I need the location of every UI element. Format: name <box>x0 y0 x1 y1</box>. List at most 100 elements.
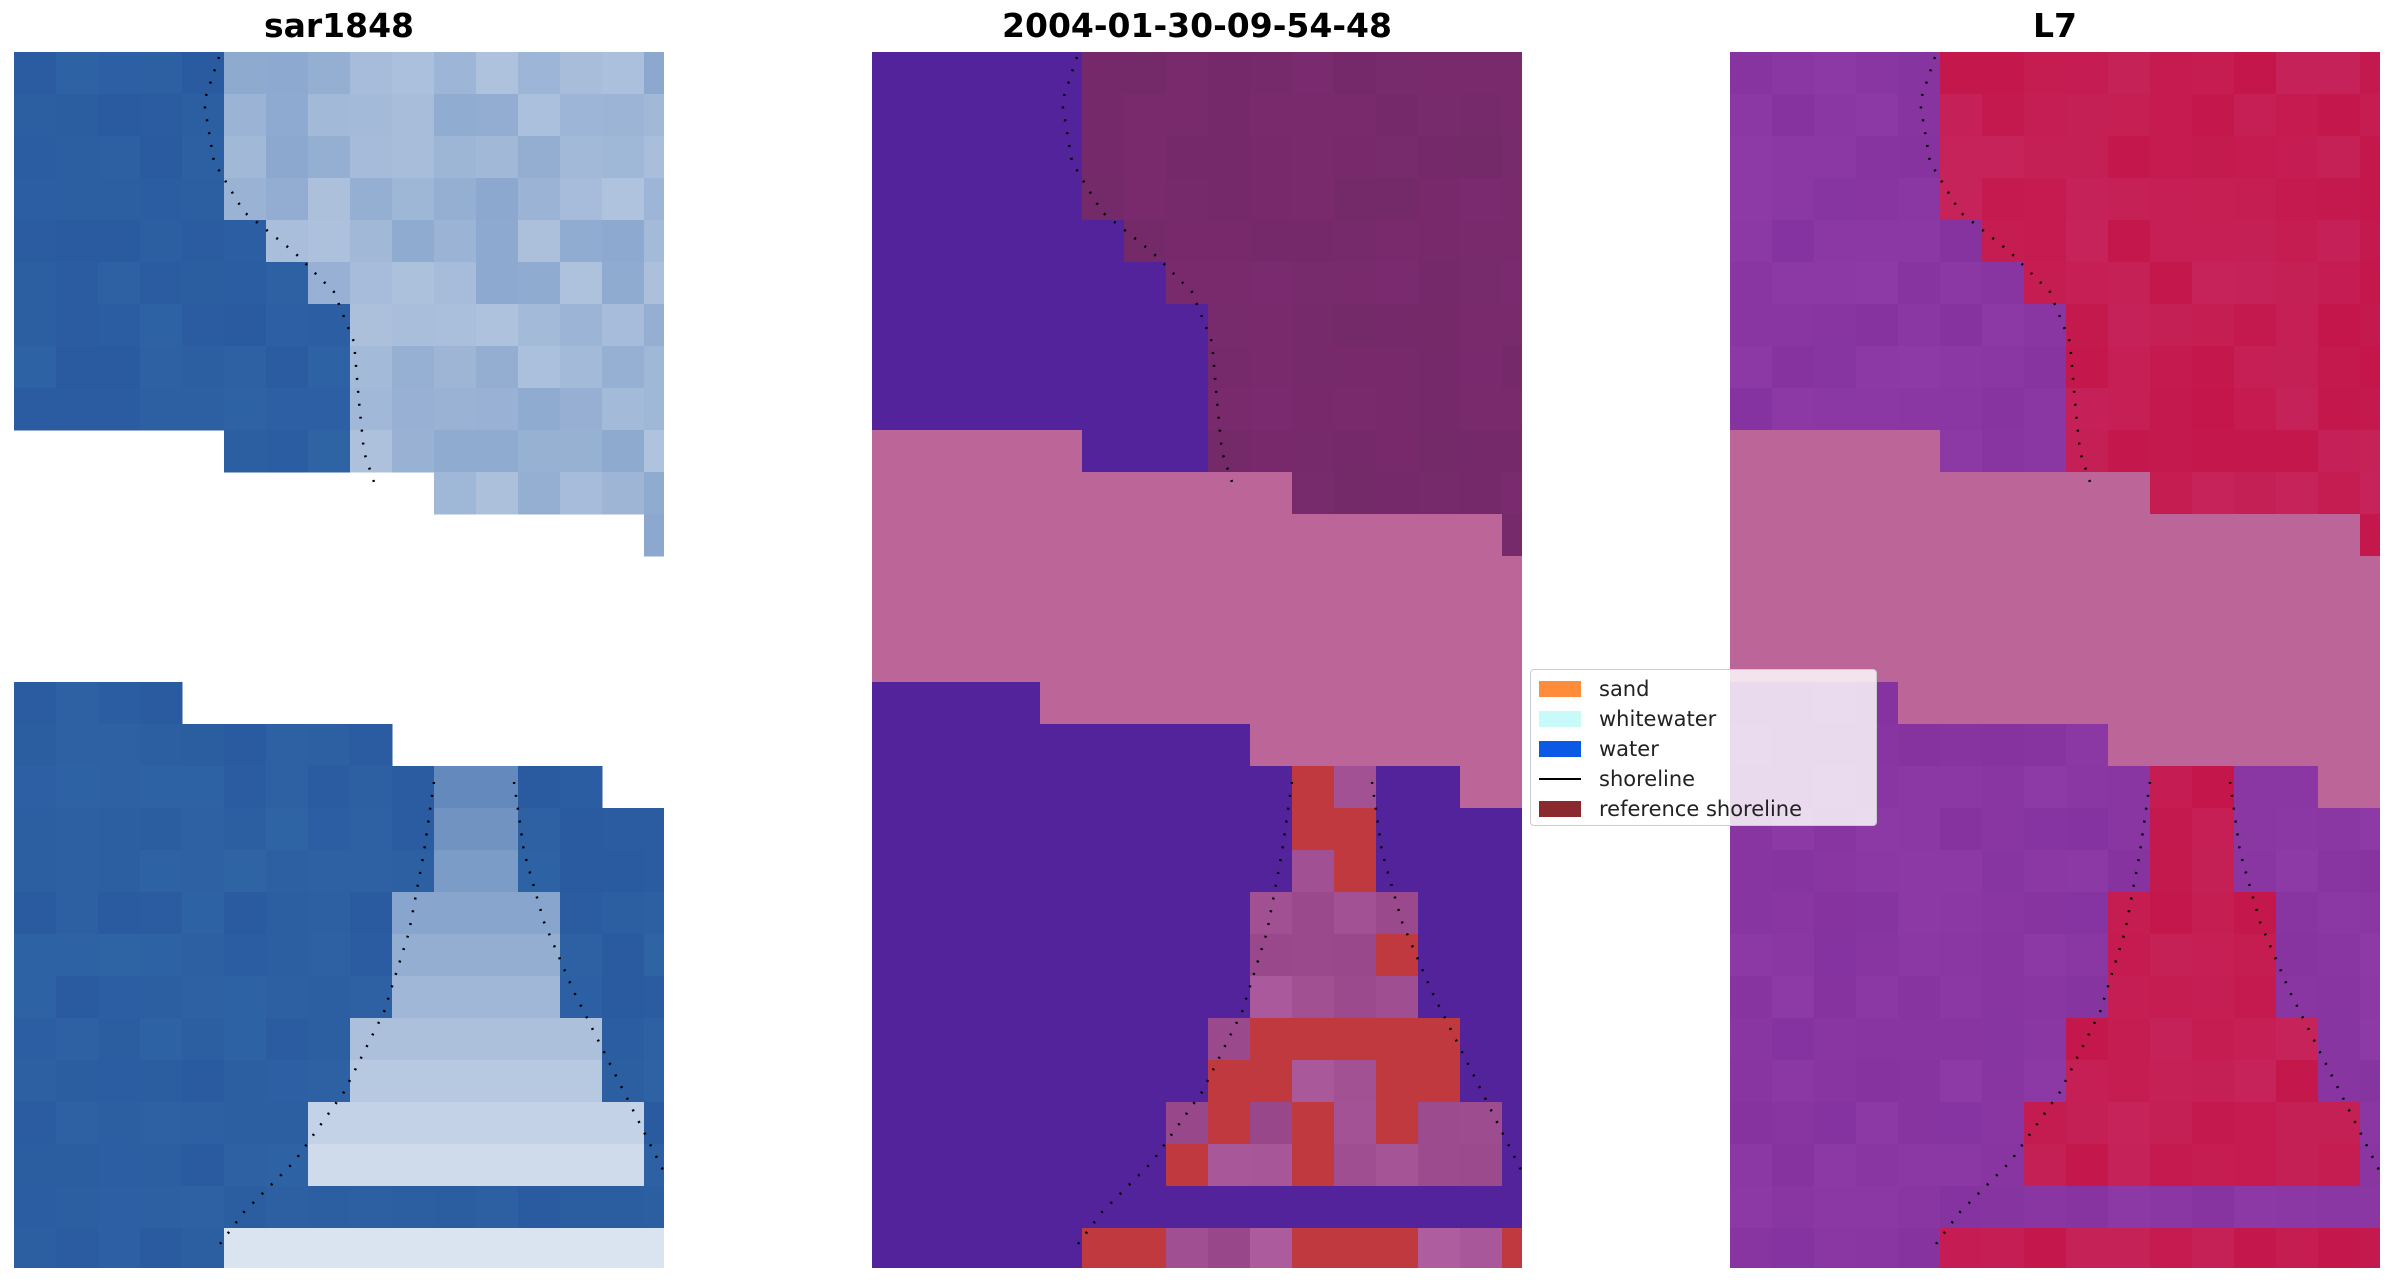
image-pixel <box>956 430 999 473</box>
classified-image-panel[interactable] <box>872 52 1522 1268</box>
image-pixel <box>1898 1144 1941 1187</box>
image-pixel <box>1124 1144 1167 1187</box>
image-pixel <box>2066 766 2109 809</box>
image-pixel <box>914 388 957 431</box>
image-pixel <box>602 1228 645 1268</box>
rgb-image-panel[interactable] <box>14 52 664 1268</box>
image-pixel <box>1460 94 1503 137</box>
image-pixel <box>998 556 1041 599</box>
image-pixel <box>1730 598 1773 641</box>
image-pixel <box>914 1186 957 1229</box>
image-pixel <box>140 262 183 305</box>
image-pixel <box>1250 850 1293 893</box>
image-pixel <box>350 1018 393 1061</box>
image-pixel <box>1124 220 1167 263</box>
image-pixel <box>1208 640 1251 683</box>
image-pixel <box>1208 388 1251 431</box>
image-pixel <box>2192 598 2235 641</box>
mndwi-image-panel[interactable] <box>1730 52 2380 1268</box>
image-pixel <box>1898 472 1941 515</box>
image-pixel <box>2192 136 2235 179</box>
image-pixel <box>1730 430 1773 473</box>
image-pixel <box>350 220 393 263</box>
image-pixel <box>1730 1144 1773 1187</box>
image-pixel <box>2066 850 2109 893</box>
image-pixel <box>914 304 957 347</box>
image-pixel <box>2318 52 2361 95</box>
image-pixel <box>2108 808 2151 851</box>
image-pixel <box>2108 640 2151 683</box>
image-pixel <box>266 52 309 95</box>
image-pixel <box>1856 430 1899 473</box>
image-pixel <box>1460 724 1503 767</box>
image-pixel <box>2318 178 2361 221</box>
image-pixel <box>1250 388 1293 431</box>
image-pixel <box>2150 682 2193 725</box>
image-pixel <box>140 1144 183 1187</box>
image-pixel <box>1814 388 1857 431</box>
image-pixel <box>1772 556 1815 599</box>
image-pixel <box>2276 136 2319 179</box>
image-pixel <box>1982 430 2025 473</box>
legend-item-whitewater: whitewater <box>1539 704 1716 734</box>
image-pixel <box>1292 430 1335 473</box>
image-pixel <box>2318 1228 2361 1268</box>
reference-shoreline-swatch-icon <box>1539 801 1581 817</box>
image-pixel <box>1502 640 1522 683</box>
image-pixel <box>98 1060 141 1103</box>
image-pixel <box>872 766 915 809</box>
image-pixel <box>2108 1102 2151 1145</box>
image-pixel <box>2066 976 2109 1019</box>
image-pixel <box>56 304 99 347</box>
image-pixel <box>1730 472 1773 515</box>
image-pixel <box>2024 1186 2067 1229</box>
image-pixel <box>872 1228 915 1268</box>
image-pixel <box>1334 472 1377 515</box>
image-pixel <box>182 1186 225 1229</box>
image-pixel <box>2108 682 2151 725</box>
image-pixel <box>1250 94 1293 137</box>
image-pixel <box>1418 766 1461 809</box>
image-pixel <box>2066 1144 2109 1187</box>
image-pixel <box>2360 1102 2380 1145</box>
image-pixel <box>392 94 435 137</box>
image-pixel <box>956 304 999 347</box>
image-pixel <box>602 1144 645 1187</box>
image-pixel <box>1376 598 1419 641</box>
image-pixel <box>1982 850 2025 893</box>
image-pixel <box>224 1102 267 1145</box>
image-pixel <box>2192 766 2235 809</box>
image-pixel <box>1856 346 1899 389</box>
image-pixel <box>1334 430 1377 473</box>
image-pixel <box>1460 766 1503 809</box>
image-pixel <box>1502 808 1522 851</box>
image-pixel <box>2024 766 2067 809</box>
image-pixel <box>2066 682 2109 725</box>
image-pixel <box>2360 304 2380 347</box>
image-pixel <box>2066 1018 2109 1061</box>
image-pixel <box>2192 472 2235 515</box>
image-pixel <box>914 934 957 977</box>
image-pixel <box>266 724 309 767</box>
image-pixel <box>1376 262 1419 305</box>
image-pixel <box>1814 136 1857 179</box>
image-pixel <box>98 682 141 725</box>
image-pixel <box>140 724 183 767</box>
image-pixel <box>1940 178 1983 221</box>
image-pixel <box>224 220 267 263</box>
image-pixel <box>2024 1102 2067 1145</box>
image-pixel <box>1376 724 1419 767</box>
image-pixel <box>560 1102 603 1145</box>
image-pixel <box>1814 598 1857 641</box>
image-pixel <box>1502 52 1522 95</box>
image-pixel <box>560 892 603 935</box>
image-pixel <box>2024 1228 2067 1268</box>
image-pixel <box>224 934 267 977</box>
image-pixel <box>1460 304 1503 347</box>
image-pixel <box>914 556 957 599</box>
image-pixel <box>140 1228 183 1268</box>
image-pixel <box>1124 682 1167 725</box>
image-pixel <box>2360 934 2380 977</box>
image-pixel <box>308 766 351 809</box>
image-pixel <box>1982 514 2025 557</box>
